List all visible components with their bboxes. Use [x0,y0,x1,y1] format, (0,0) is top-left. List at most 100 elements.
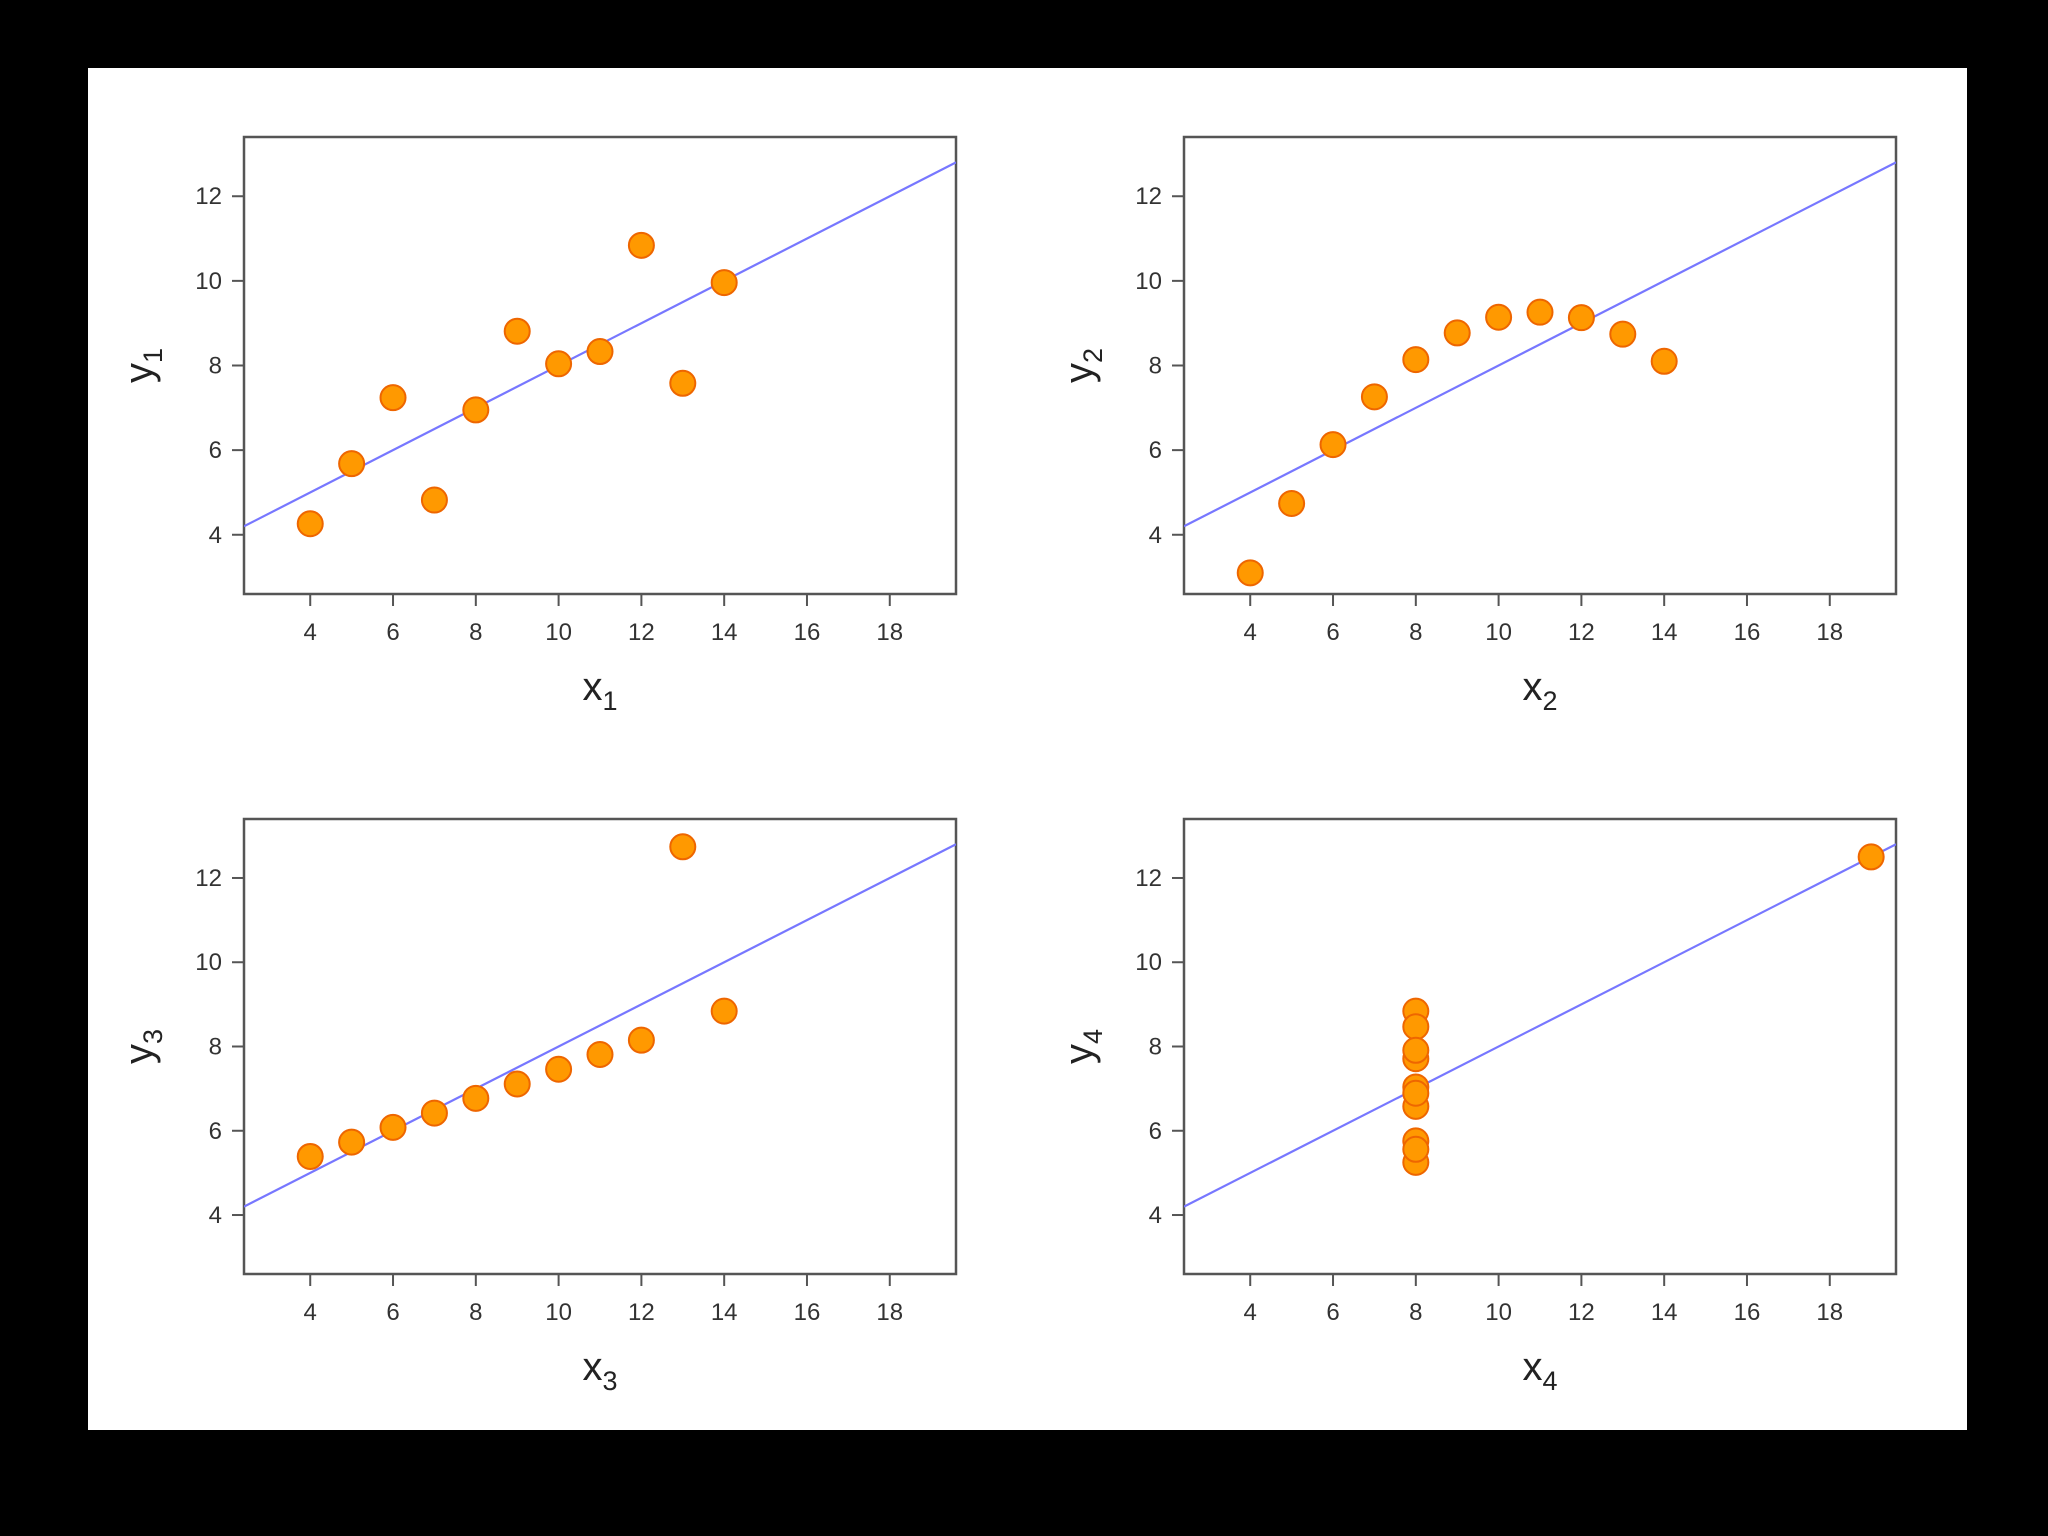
data-point [1567,304,1595,332]
x-tick-label: 6 [386,619,399,646]
data-point [1526,298,1554,326]
x-tick-label: 14 [711,1299,738,1326]
y-tick-label: 12 [195,865,222,892]
x-tick-label: 10 [1485,619,1512,646]
data-point [338,1128,366,1156]
data-point [296,510,324,538]
data-point [1857,843,1885,871]
y-tick-label: 4 [1149,1202,1162,1229]
data-point [545,350,573,378]
y-tick-label: 12 [1135,183,1162,210]
data-point [462,396,490,424]
x-tick-label: 18 [1816,619,1843,646]
y-axis-label: y2 [1057,348,1108,383]
data-point [420,486,448,514]
y-tick-label: 8 [209,1034,222,1061]
x-tick-label: 6 [1326,1299,1339,1326]
data-point [1319,431,1347,459]
data-point [1402,1135,1430,1163]
x-tick-label: 14 [1651,619,1678,646]
x-tick-label: 10 [545,1299,572,1326]
x-tick-label: 18 [1816,1299,1843,1326]
x-tick-label: 10 [545,619,572,646]
data-point [503,1070,531,1098]
x-tick-label: 16 [794,619,821,646]
data-point [1278,489,1306,517]
y-tick-label: 10 [1135,268,1162,295]
data-point [1650,347,1678,375]
x-tick-label: 10 [1485,1299,1512,1326]
data-point [627,231,655,259]
scatter-panel-2: 4 6 8 10 12 14 16 18 4 6 8 10 12 x2 y2 [1057,135,1898,716]
x-axis-label: x3 [582,1345,617,1396]
y-axis-label: y4 [1057,1029,1108,1064]
x-tick-label: 8 [469,619,482,646]
data-point [710,997,738,1025]
x-tick-label: 8 [469,1299,482,1326]
data-point [1360,383,1388,411]
data-point [586,338,614,366]
data-point [379,384,407,412]
y-tick-label: 8 [1149,1034,1162,1061]
x-tick-label: 12 [1568,1299,1595,1326]
x-tick-label: 16 [1734,1299,1761,1326]
x-tick-label: 14 [711,619,738,646]
y-tick-label: 4 [1149,522,1162,549]
x-tick-label: 8 [1409,619,1422,646]
y-tick-label: 6 [209,1118,222,1145]
data-point [1609,320,1637,348]
data-point [1402,1079,1430,1107]
x-tick-label: 4 [1244,1299,1257,1326]
y-tick-label: 10 [195,268,222,295]
scatter-panel-3: 4 6 8 10 12 14 16 18 4 6 8 10 12 x3 y3 [117,817,958,1396]
anscombe-figure: 4 6 8 10 12 14 16 18 4 6 8 10 12 x1 y1 4 6 8 10 12 14 16 18 4 6 8… [88,68,1967,1430]
x-tick-label: 16 [794,1299,821,1326]
y-tick-label: 10 [1135,949,1162,976]
x-tick-label: 18 [876,619,903,646]
x-tick-label: 8 [1409,1299,1422,1326]
x-tick-label: 14 [1651,1299,1678,1326]
data-point [379,1113,407,1141]
x-tick-label: 4 [304,1299,317,1326]
y-tick-label: 4 [209,1202,222,1229]
data-point [1443,319,1471,347]
data-point [1236,559,1264,587]
data-point [338,450,366,478]
data-point [296,1142,324,1170]
data-point [1402,1013,1430,1041]
data-point [1485,303,1513,331]
x-axis-label: x4 [1522,1345,1557,1396]
x-tick-label: 12 [1568,619,1595,646]
data-point [503,317,531,345]
y-tick-label: 10 [195,949,222,976]
y-tick-label: 4 [209,522,222,549]
y-tick-label: 8 [1149,353,1162,380]
y-tick-label: 6 [209,437,222,464]
x-axis-label: x1 [582,665,617,716]
data-point [669,369,697,397]
x-axis-label: x2 [1522,665,1557,716]
y-tick-label: 12 [195,183,222,210]
data-point [627,1026,655,1054]
y-axis-label: y3 [117,1029,168,1064]
plot-frame [1182,817,1898,1276]
x-tick-label: 4 [1244,619,1257,646]
chart-canvas: 4 6 8 10 12 14 16 18 4 6 8 10 12 x1 y1 4 6 8 10 12 14 16 18 4 6 8… [117,135,1898,1396]
data-point [710,269,738,297]
x-tick-label: 6 [386,1299,399,1326]
y-axis-label: y1 [117,348,168,383]
y-tick-label: 6 [1149,1118,1162,1145]
x-tick-label: 18 [876,1299,903,1326]
plot-frame [1182,135,1898,596]
x-tick-label: 12 [628,619,655,646]
data-point [1402,1036,1430,1064]
x-tick-label: 12 [628,1299,655,1326]
data-point [462,1084,490,1112]
regression-line [1184,161,1896,528]
x-tick-label: 4 [304,619,317,646]
y-tick-label: 8 [209,353,222,380]
scatter-panel-4: 4 6 8 10 12 14 16 18 4 6 8 10 12 x4 y4 [1057,817,1898,1396]
data-point [1402,346,1430,374]
plot-frame [242,135,958,596]
regression-line [1184,843,1896,1208]
